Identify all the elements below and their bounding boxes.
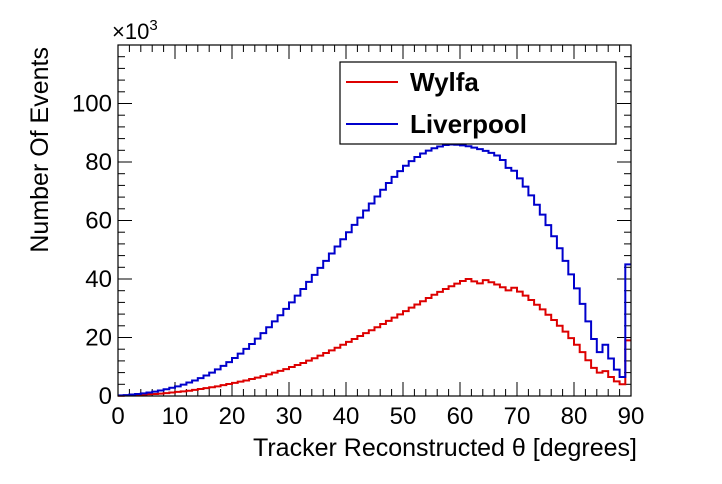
series-layer <box>118 143 631 397</box>
x-tick-label: 50 <box>390 403 417 430</box>
x-tick-label: 20 <box>219 403 246 430</box>
series-wylfa <box>118 278 631 397</box>
x-tick-label: 0 <box>111 403 124 430</box>
x-tick-label: 30 <box>276 403 303 430</box>
series-liverpool <box>118 143 631 397</box>
y-tick-label: 100 <box>72 91 112 118</box>
legend-box <box>339 61 617 145</box>
x-axis-title: Tracker Reconstructed θ [degrees] <box>253 434 637 462</box>
y-tick-label: 80 <box>85 149 112 176</box>
x-tick-label: 90 <box>618 403 645 430</box>
y-tick-label: 40 <box>85 266 112 293</box>
legend: Wylfa Liverpool <box>339 61 617 145</box>
y-tick-label: 60 <box>85 208 112 235</box>
tick-labels: 0 10 20 30 40 50 60 70 80 90 0 20 40 60 80 100 <box>72 91 644 431</box>
y-tick-label: 20 <box>85 325 112 352</box>
plot-frame <box>117 44 632 397</box>
x-tick-label: 10 <box>162 403 189 430</box>
x-tick-label: 70 <box>504 403 531 430</box>
axis-ticks <box>117 44 632 397</box>
y-axis-multiplier-base: ×10 <box>112 19 149 44</box>
legend-label-wylfa: Wylfa <box>410 67 479 97</box>
y-tick-label: 0 <box>99 383 112 410</box>
x-tick-label: 40 <box>333 403 360 430</box>
y-axis-multiplier-exponent: 3 <box>149 17 157 34</box>
x-tick-label: 80 <box>561 403 588 430</box>
x-tick-label: 60 <box>447 403 474 430</box>
y-axis-title: Number Of Events <box>26 47 54 253</box>
y-axis-multiplier: ×103 <box>112 17 158 44</box>
legend-label-liverpool: Liverpool <box>410 109 527 139</box>
